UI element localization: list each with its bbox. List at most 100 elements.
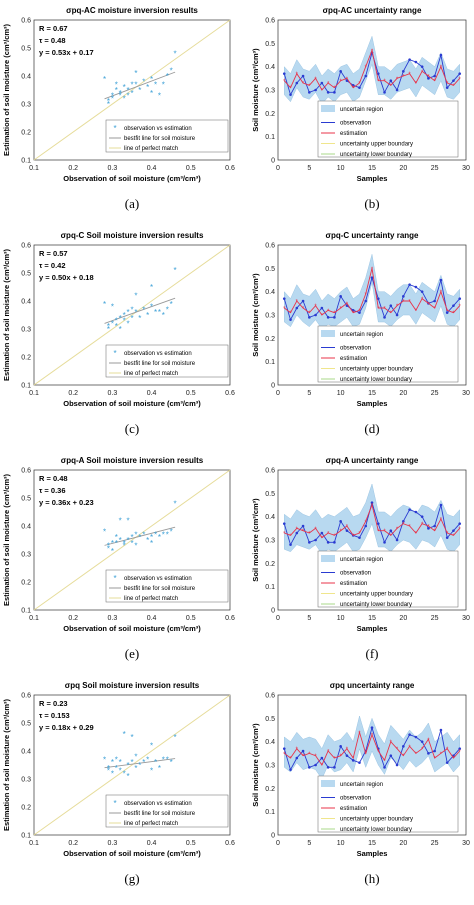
legend-box [105, 119, 229, 153]
panel-f: σpq-A uncertainty range 0 5 10 15 20 25 30 0 0.1 0… [251, 456, 470, 661]
scatter-point: * [115, 539, 118, 548]
observation-point [326, 541, 330, 544]
y-tick-label: 0 [271, 608, 275, 615]
legend-label: uncertainty lower boundary [340, 377, 412, 383]
y-tick-label: 0.1 [265, 584, 275, 591]
estimation-point: * [440, 518, 443, 524]
estimation-point: * [446, 747, 449, 753]
y-tick-label: 0.2 [265, 786, 275, 793]
scatter-point: * [162, 80, 165, 89]
scatter-point: * [142, 305, 145, 314]
legend-label: bestfit line for soil moisture [124, 811, 196, 817]
legend-label: estimation [340, 356, 367, 362]
estimation-point: * [408, 525, 411, 531]
x-tick-label: 30 [462, 615, 470, 622]
scatter-point: * [107, 542, 110, 551]
panel-caption: (d) [364, 421, 379, 436]
observation-point [358, 761, 361, 764]
panel-caption: (c) [125, 421, 139, 436]
estimation-point: * [377, 529, 380, 535]
y-tick-label: 0.3 [21, 552, 31, 559]
scatter-point: * [130, 539, 133, 548]
y-tick-label: 0.5 [265, 41, 275, 48]
y-tick-label: 0.4 [265, 514, 275, 521]
y-tick-label: 0.5 [265, 491, 275, 498]
stat-text: R = 0.48 [39, 474, 68, 483]
estimation-point: * [289, 86, 292, 92]
stat-text: y = 0.18x + 0.29 [39, 723, 94, 732]
observation-point [333, 91, 336, 94]
x-tick-label: 20 [399, 840, 407, 847]
estimation-point: * [396, 527, 399, 533]
observation-point [295, 306, 299, 310]
estimation-point: * [421, 747, 424, 753]
scatter-point: * [150, 89, 153, 98]
x-axis-label: Observation of soil moisture (cm³/cm³) [63, 399, 201, 408]
observation-point [308, 316, 311, 319]
perfect-match-line [33, 694, 231, 836]
x-tick-label: 5 [307, 840, 311, 847]
legend-box [105, 794, 229, 828]
scatter-point: * [127, 86, 130, 95]
scatter-point: * [111, 539, 114, 548]
estimation-point: * [459, 304, 462, 310]
estimation-point: * [333, 757, 336, 763]
scatter-point: * [150, 533, 153, 542]
observation-point [389, 304, 393, 307]
scatter-point: * [170, 300, 173, 309]
scatter-point: * [174, 733, 177, 742]
observation-point [333, 541, 336, 544]
scatter-point: * [158, 764, 161, 773]
estimation-point: * [440, 65, 443, 71]
estimation-point: * [314, 77, 317, 83]
y-tick-label: 0.1 [265, 809, 275, 816]
panel-e: σpq-A Soil moisture inversion results 0.1… [2, 456, 235, 661]
y-axis-label: Soil moisture (cm³/cm³) [251, 723, 260, 807]
panel-caption: (a) [125, 196, 139, 211]
x-tick-label: 0.2 [68, 615, 78, 622]
estimation-point: * [383, 307, 386, 313]
observation-point [439, 728, 443, 732]
estimation-point: * [302, 307, 305, 313]
observation-point [420, 65, 424, 68]
y-axis-label: Estimation of soil moisture (cm³/cm³) [2, 23, 11, 156]
legend-label: estimation [340, 806, 367, 812]
legend-label: uncertain region [340, 782, 383, 788]
scatter-point: * [111, 769, 114, 778]
scatter-point: * [123, 730, 126, 739]
legend-marker: * [113, 124, 116, 133]
estimation-point: * [433, 79, 436, 85]
scatter-point: * [107, 322, 110, 331]
observation-point [301, 524, 305, 528]
estimation-point: * [433, 307, 436, 313]
y-axis-label: Estimation of soil moisture (cm³/cm³) [2, 248, 11, 381]
y-tick-label: 0.3 [265, 313, 275, 320]
observation-point [308, 91, 311, 94]
y-tick-label: 0.2 [21, 130, 31, 137]
legend-label: uncertain region [340, 107, 383, 113]
x-tick-label: 0.5 [186, 840, 196, 847]
estimation-point: * [296, 747, 299, 753]
estimation-point: * [427, 302, 430, 308]
panel-caption: (h) [364, 871, 379, 886]
observation-point [414, 285, 418, 289]
observation-point [289, 768, 292, 771]
observation-point [289, 543, 292, 546]
scatter-point: * [107, 100, 110, 109]
estimation-point: * [346, 302, 349, 308]
y-tick-label: 0.3 [265, 538, 275, 545]
y-tick-label: 0.1 [21, 608, 31, 615]
scatter-point: * [134, 308, 137, 317]
observation-point [383, 316, 386, 319]
y-tick-label: 0 [271, 833, 275, 840]
observation-point [414, 510, 418, 514]
panel-title: σpq-A uncertainty range [326, 456, 419, 465]
scatter-point: * [158, 308, 161, 317]
y-tick-label: 0.3 [265, 763, 275, 770]
panel-caption: (b) [364, 196, 379, 211]
x-tick-label: 0.1 [29, 840, 39, 847]
x-tick-label: 0 [276, 390, 280, 397]
estimation-point: * [296, 527, 299, 533]
estimation-point: * [296, 72, 299, 78]
y-tick-label: 0.4 [21, 74, 31, 81]
